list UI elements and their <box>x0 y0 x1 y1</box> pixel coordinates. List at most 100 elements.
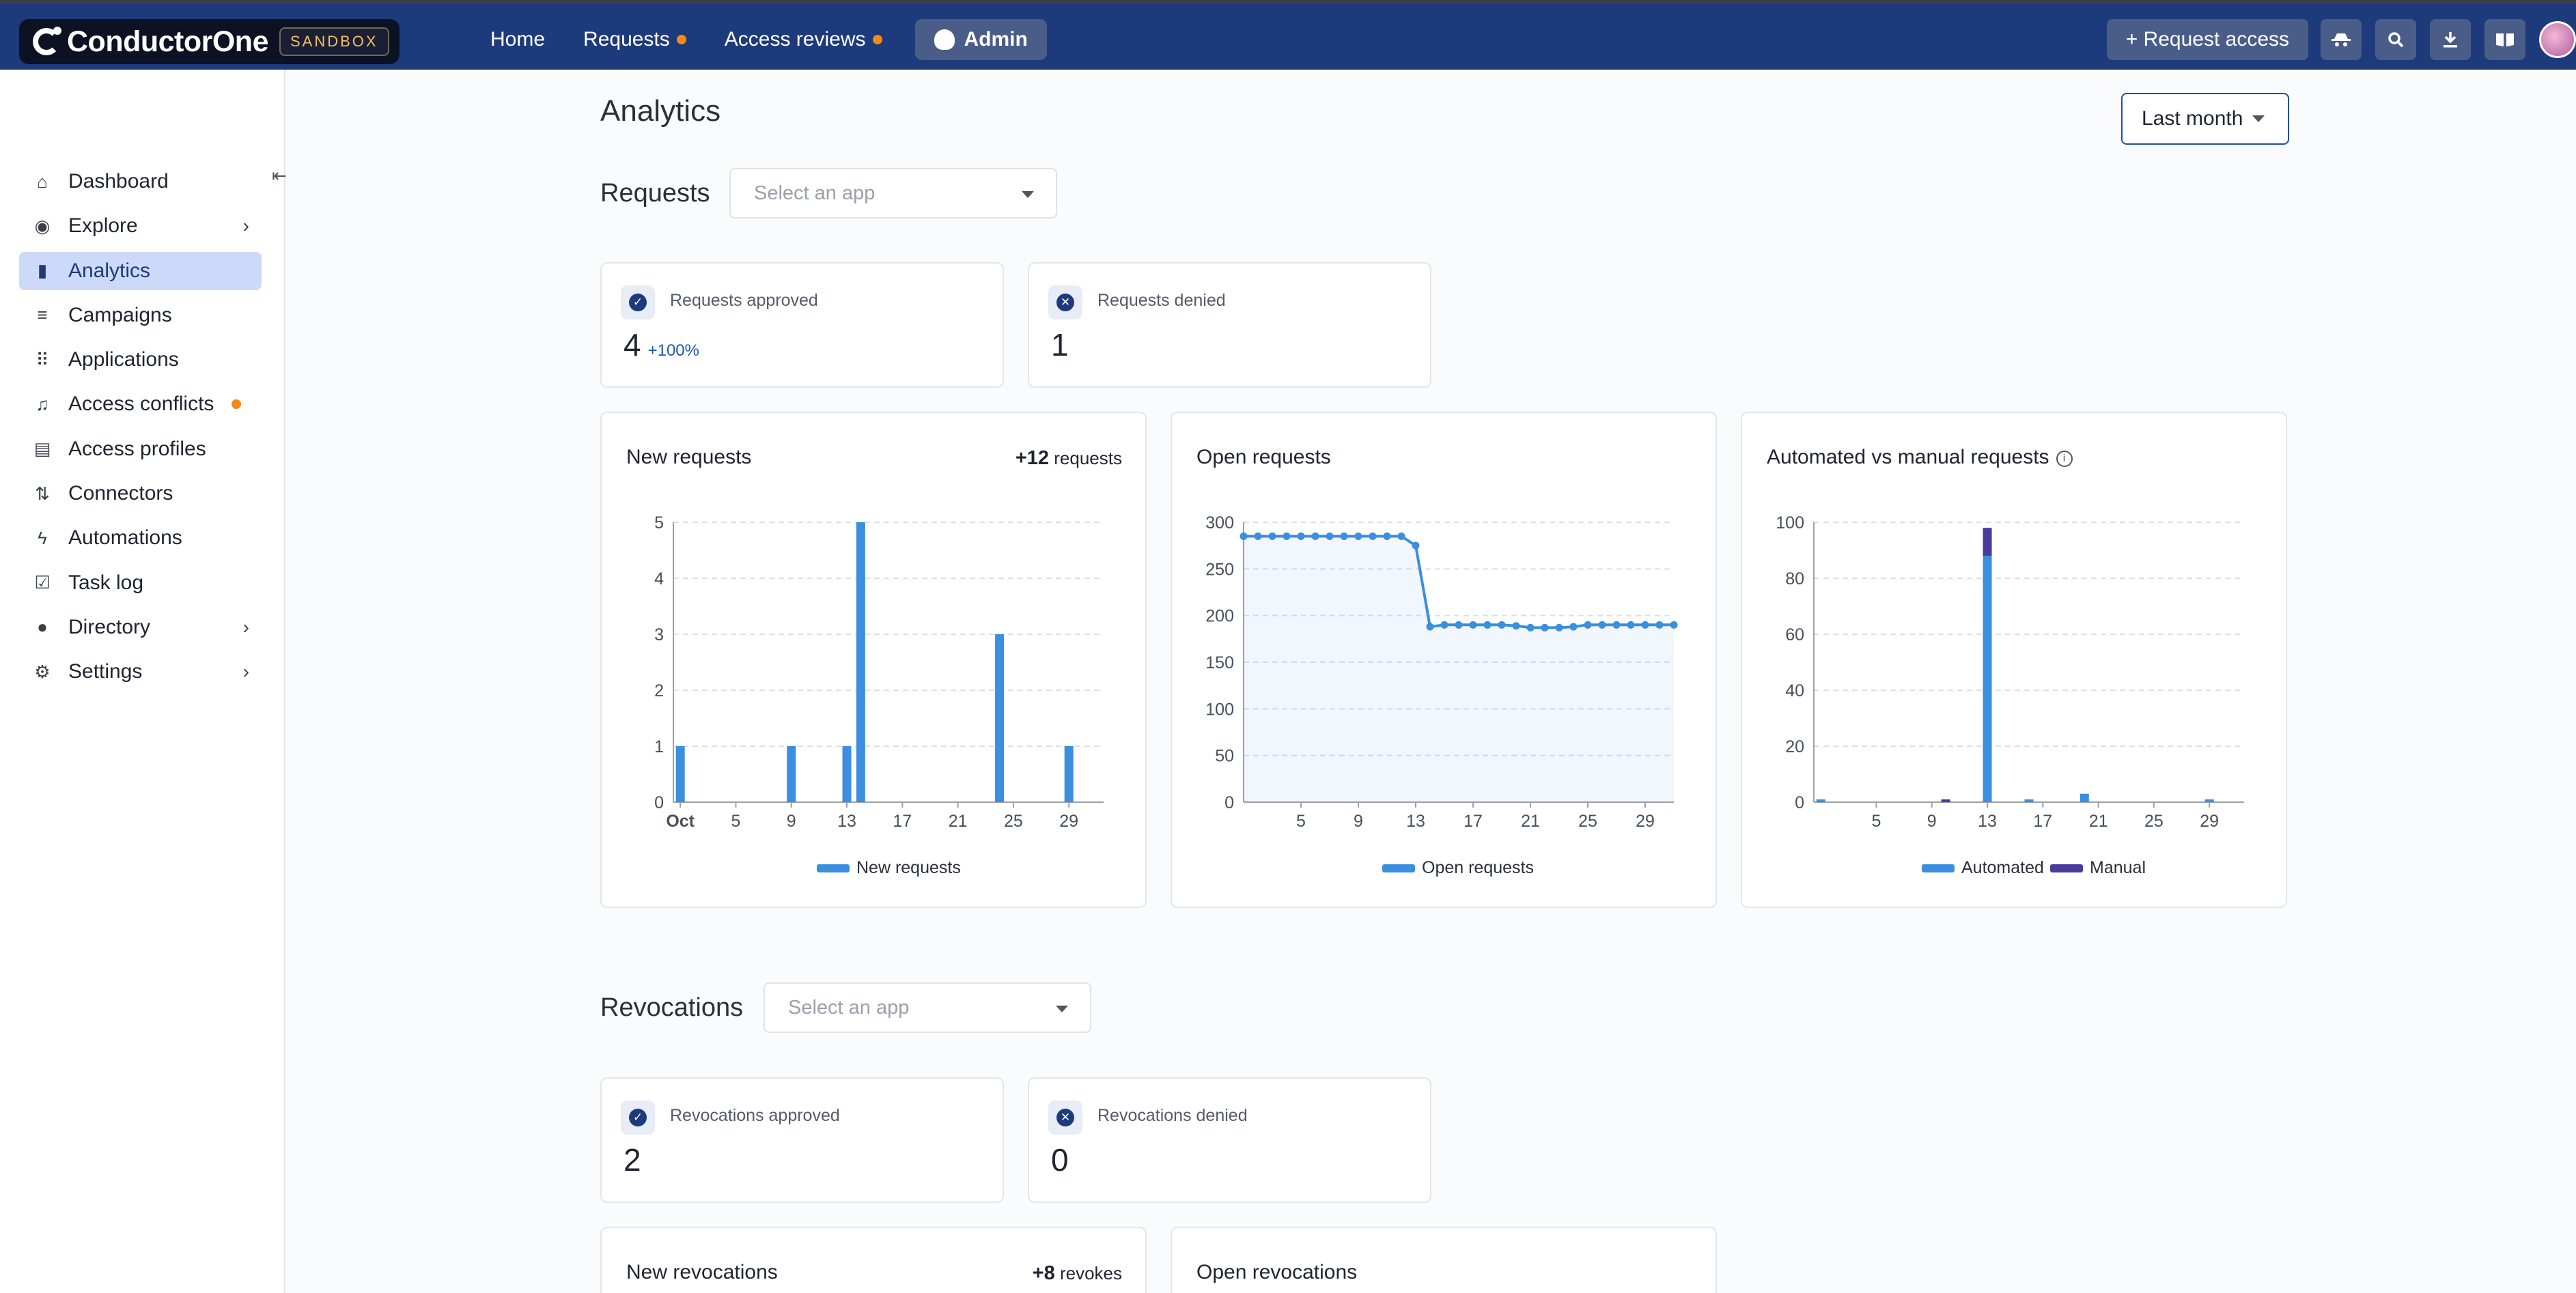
x-tick-label: 5 <box>1871 812 1881 831</box>
bolt-icon: ϟ <box>38 527 47 548</box>
revocations-denied-value: 0 <box>1051 1142 1069 1178</box>
x-tick-label: 21 <box>949 812 968 831</box>
data-point <box>1498 621 1506 629</box>
sidebar-item-task-log[interactable]: ☑ Task log <box>19 564 262 602</box>
collapse-sidebar-icon[interactable]: ⇤ <box>272 165 287 186</box>
nav-requests[interactable]: Requests <box>564 19 705 60</box>
bar <box>2024 799 2034 802</box>
chart-title: New requests <box>626 446 752 468</box>
book-icon[interactable] <box>2484 19 2525 60</box>
user-avatar[interactable] <box>2539 21 2576 58</box>
info-icon[interactable]: i <box>2056 451 2073 467</box>
date-range-value: Last month <box>2142 107 2243 130</box>
spy-icon[interactable] <box>2321 19 2362 60</box>
sidebar-item-explore[interactable]: ◉ Explore › <box>19 207 262 245</box>
check-circle-icon: ✓ <box>621 1100 655 1135</box>
y-tick-label: 1 <box>654 737 664 756</box>
chart-total-value: +12 <box>1015 447 1050 469</box>
sidebar-item-dashboard[interactable]: ⌂ Dashboard <box>19 162 262 201</box>
stat-label: Requests approved <box>670 291 818 310</box>
nav-access-reviews-label: Access reviews <box>724 28 866 51</box>
sidebar-item-label: Access conflicts <box>68 393 214 416</box>
check-circle-icon: ✓ <box>621 285 655 319</box>
sidebar-item-access-profiles[interactable]: ▤ Access profiles <box>19 430 262 468</box>
data-point <box>1455 621 1463 629</box>
data-point <box>1584 621 1592 629</box>
y-tick-label: 250 <box>1205 560 1234 579</box>
legend-swatch <box>2050 864 2083 872</box>
sidebar-item-automations[interactable]: ϟ Automations <box>19 519 262 557</box>
sidebar-item-connectors[interactable]: ⇅ Connectors <box>19 474 262 513</box>
sandbox-badge: SANDBOX <box>279 27 389 56</box>
legend-swatch <box>1922 864 1955 872</box>
x-tick-label: 17 <box>1464 812 1483 831</box>
chevron-right-icon: › <box>242 661 249 683</box>
legend-label: Automated <box>1961 858 2044 877</box>
sidebar-item-access-conflicts[interactable]: ♫ Access conflicts <box>19 385 262 423</box>
stat-label: Requests denied <box>1097 291 1226 310</box>
chart-title-text: Automated vs manual requests <box>1767 446 2049 468</box>
x-tick-label: 5 <box>731 812 740 831</box>
revocations-approved-card: ✓ Revocations approved 2 <box>600 1077 1004 1203</box>
select-placeholder: Select an app <box>788 996 910 1019</box>
x-tick-label: 29 <box>2200 812 2219 831</box>
nav-access-reviews[interactable]: Access reviews <box>705 19 901 60</box>
sidebar-item-applications[interactable]: ⠿ Applications <box>19 341 262 379</box>
data-point <box>1340 532 1348 540</box>
data-point <box>1555 623 1563 631</box>
sidebar-item-campaigns[interactable]: ≡ Campaigns <box>19 296 262 335</box>
person-icon: ● <box>37 616 48 638</box>
connector-icon: ⇅ <box>35 483 50 504</box>
top-actions: + Request access <box>2106 19 2576 60</box>
admin-shield-icon <box>934 29 955 50</box>
sidebar-item-analytics[interactable]: ▮ Analytics <box>19 251 262 290</box>
brand-name: ConductorOne <box>67 25 268 58</box>
data-point <box>1354 532 1362 540</box>
x-tick-label: 13 <box>1978 812 1997 831</box>
chart-total-unit: requests <box>1054 448 1122 468</box>
chevron-right-icon: › <box>242 616 249 638</box>
data-point <box>1426 623 1434 631</box>
chart-total: +8 revokes <box>1033 1262 1122 1285</box>
new-requests-chart-card: New requests +12 requests 0 1 2 3 4 5 Oct 5 9 13 1… <box>600 412 1147 908</box>
x-tick-label: 5 <box>1296 812 1306 831</box>
sidebar-item-settings[interactable]: ⚙ Settings › <box>19 653 262 691</box>
data-point <box>1641 621 1649 629</box>
data-point <box>1311 532 1319 540</box>
legend-label: Open requests <box>1422 858 1534 877</box>
data-point <box>1598 621 1606 629</box>
bar <box>842 746 852 802</box>
new-revocations-chart-card: New revocations +8 revokes <box>600 1227 1147 1293</box>
revocations-app-select[interactable]: Select an app <box>764 982 1091 1033</box>
data-point <box>1526 623 1535 631</box>
sidebar-item-directory[interactable]: ● Directory › <box>19 608 262 646</box>
sidebar-item-label: Explore <box>68 214 138 238</box>
brand-logo[interactable]: ConductorOne SANDBOX <box>19 19 400 64</box>
requests-app-select[interactable]: Select an app <box>729 168 1057 218</box>
search-icon[interactable] <box>2375 19 2416 60</box>
chevron-down-icon <box>1056 1006 1068 1012</box>
data-point <box>1612 621 1621 629</box>
sidebar-item-label: Applications <box>68 348 179 371</box>
sidebar-item-label: Campaigns <box>68 303 172 326</box>
nav-home[interactable]: Home <box>471 19 564 60</box>
x-tick-label: 9 <box>1354 812 1363 831</box>
new-requests-chart: 0 1 2 3 4 5 Oct 5 9 13 17 21 25 29 New requests <box>654 513 1104 877</box>
date-range-select[interactable]: Last month <box>2121 93 2289 145</box>
request-access-button[interactable]: + Request access <box>2106 19 2308 60</box>
stat-label: Revocations denied <box>1097 1106 1248 1125</box>
home-icon: ⌂ <box>37 171 48 192</box>
y-tick-label: 0 <box>1795 793 1804 812</box>
conductorone-logo-icon <box>33 27 61 55</box>
page-title: Analytics <box>600 94 721 128</box>
legend-swatch <box>817 864 850 872</box>
stat-delta: +100% <box>647 341 699 360</box>
y-tick-label: 300 <box>1205 513 1234 532</box>
nav-admin[interactable]: Admin <box>914 19 1047 60</box>
download-icon[interactable] <box>2430 19 2471 60</box>
y-tick-label: 2 <box>654 681 664 700</box>
x-tick-label: 17 <box>2033 812 2052 831</box>
chart-title: Open requests <box>1196 446 1331 468</box>
x-circle-icon: ✕ <box>1048 1100 1082 1135</box>
data-point <box>1283 532 1291 540</box>
